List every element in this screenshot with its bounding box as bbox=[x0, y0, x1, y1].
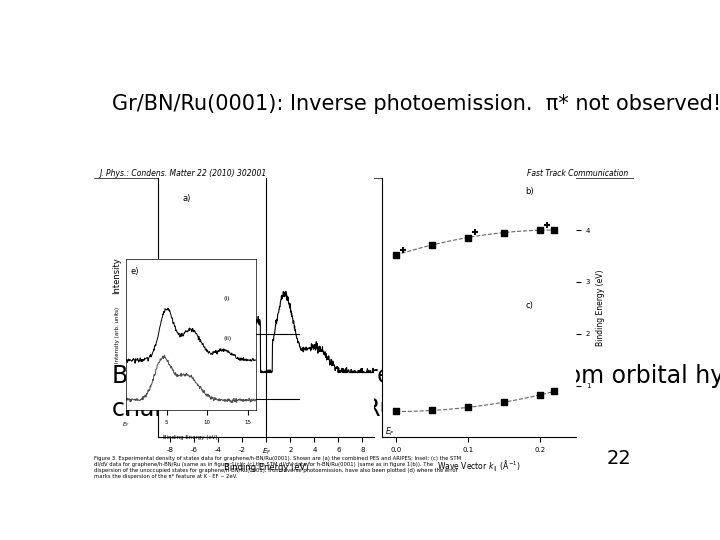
Text: Fast Track Communication: Fast Track Communication bbox=[527, 169, 628, 178]
X-axis label: Wave Vector $k_{\parallel}$ (Å$^{-1}$): Wave Vector $k_{\parallel}$ (Å$^{-1}$) bbox=[437, 458, 521, 474]
Text: b): b) bbox=[248, 317, 257, 326]
Point bbox=[534, 390, 546, 399]
Point bbox=[498, 398, 510, 407]
Text: Figure 3. Experimental density of states data for graphene/h-BN/Ru(0001). Shown : Figure 3. Experimental density of states… bbox=[94, 456, 461, 478]
Point bbox=[541, 221, 553, 230]
Point bbox=[549, 226, 560, 234]
Point bbox=[462, 403, 474, 411]
Point bbox=[498, 228, 510, 237]
Text: Gr/BN/Ru(0001): Inverse photoemission.  π* not observed!: Gr/BN/Ru(0001): Inverse photoemission. π… bbox=[112, 94, 720, 114]
Text: c): c) bbox=[248, 382, 256, 391]
X-axis label: Binding Energy (eV): Binding Energy (eV) bbox=[224, 463, 309, 472]
Text: (i): (i) bbox=[223, 295, 230, 301]
Text: charge transfer from Ru!: charge transfer from Ru! bbox=[112, 397, 405, 421]
Text: J. Phys.: Condens. Matter 22 (2010) 302001: J. Phys.: Condens. Matter 22 (2010) 3020… bbox=[99, 169, 266, 178]
Text: b): b) bbox=[526, 187, 534, 196]
Point bbox=[534, 226, 546, 234]
Point bbox=[469, 228, 481, 237]
Text: $E_F$: $E_F$ bbox=[385, 426, 395, 438]
Point bbox=[426, 241, 438, 249]
Y-axis label: Intensity (arb. units): Intensity (arb. units) bbox=[115, 307, 120, 363]
Point bbox=[397, 246, 409, 254]
Text: (ii): (ii) bbox=[223, 336, 231, 341]
Point bbox=[462, 233, 474, 242]
Text: 22: 22 bbox=[606, 449, 631, 468]
Text: a): a) bbox=[182, 194, 191, 203]
Text: BN layer does NOT screen graphene from orbital hybridization and: BN layer does NOT screen graphene from o… bbox=[112, 364, 720, 388]
Point bbox=[390, 407, 402, 416]
Point bbox=[549, 387, 560, 396]
Point bbox=[390, 251, 402, 259]
Point bbox=[426, 406, 438, 415]
Text: e): e) bbox=[130, 267, 138, 276]
X-axis label: Binding Energy (eV): Binding Energy (eV) bbox=[163, 435, 218, 440]
Text: Intensity: Intensity bbox=[112, 257, 121, 294]
Y-axis label: Binding Energy (eV): Binding Energy (eV) bbox=[595, 269, 605, 346]
Text: c): c) bbox=[526, 301, 534, 310]
